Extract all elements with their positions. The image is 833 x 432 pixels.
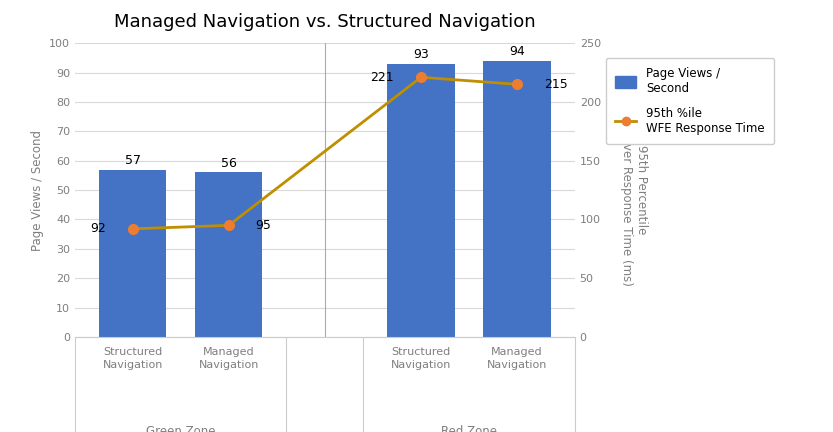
Bar	[483, 61, 551, 337]
Text: 221: 221	[371, 71, 394, 84]
Y-axis label: 95th Percentile
WFE Server Response Time (ms): 95th Percentile WFE Server Response Time…	[621, 94, 648, 286]
Bar	[99, 169, 167, 337]
Text: 215: 215	[544, 78, 568, 91]
Text: 94: 94	[509, 45, 525, 58]
Text: 95: 95	[256, 219, 272, 232]
Text: 93: 93	[413, 48, 429, 61]
Bar	[387, 64, 455, 337]
Bar	[363, 337, 575, 432]
Text: 57: 57	[125, 154, 141, 167]
Legend: Page Views /
Second, 95th %ile
WFE Response Time: Page Views / Second, 95th %ile WFE Respo…	[606, 58, 774, 144]
Bar	[195, 172, 262, 337]
Text: Managed Navigation vs. Structured Navigation: Managed Navigation vs. Structured Naviga…	[114, 13, 536, 31]
Text: Green Zone: Green Zone	[146, 425, 216, 432]
Text: Red Zone: Red Zone	[441, 425, 497, 432]
Text: 92: 92	[90, 222, 106, 235]
Bar	[75, 337, 287, 432]
Y-axis label: Page Views / Second: Page Views / Second	[31, 130, 43, 251]
Text: 56: 56	[221, 157, 237, 170]
